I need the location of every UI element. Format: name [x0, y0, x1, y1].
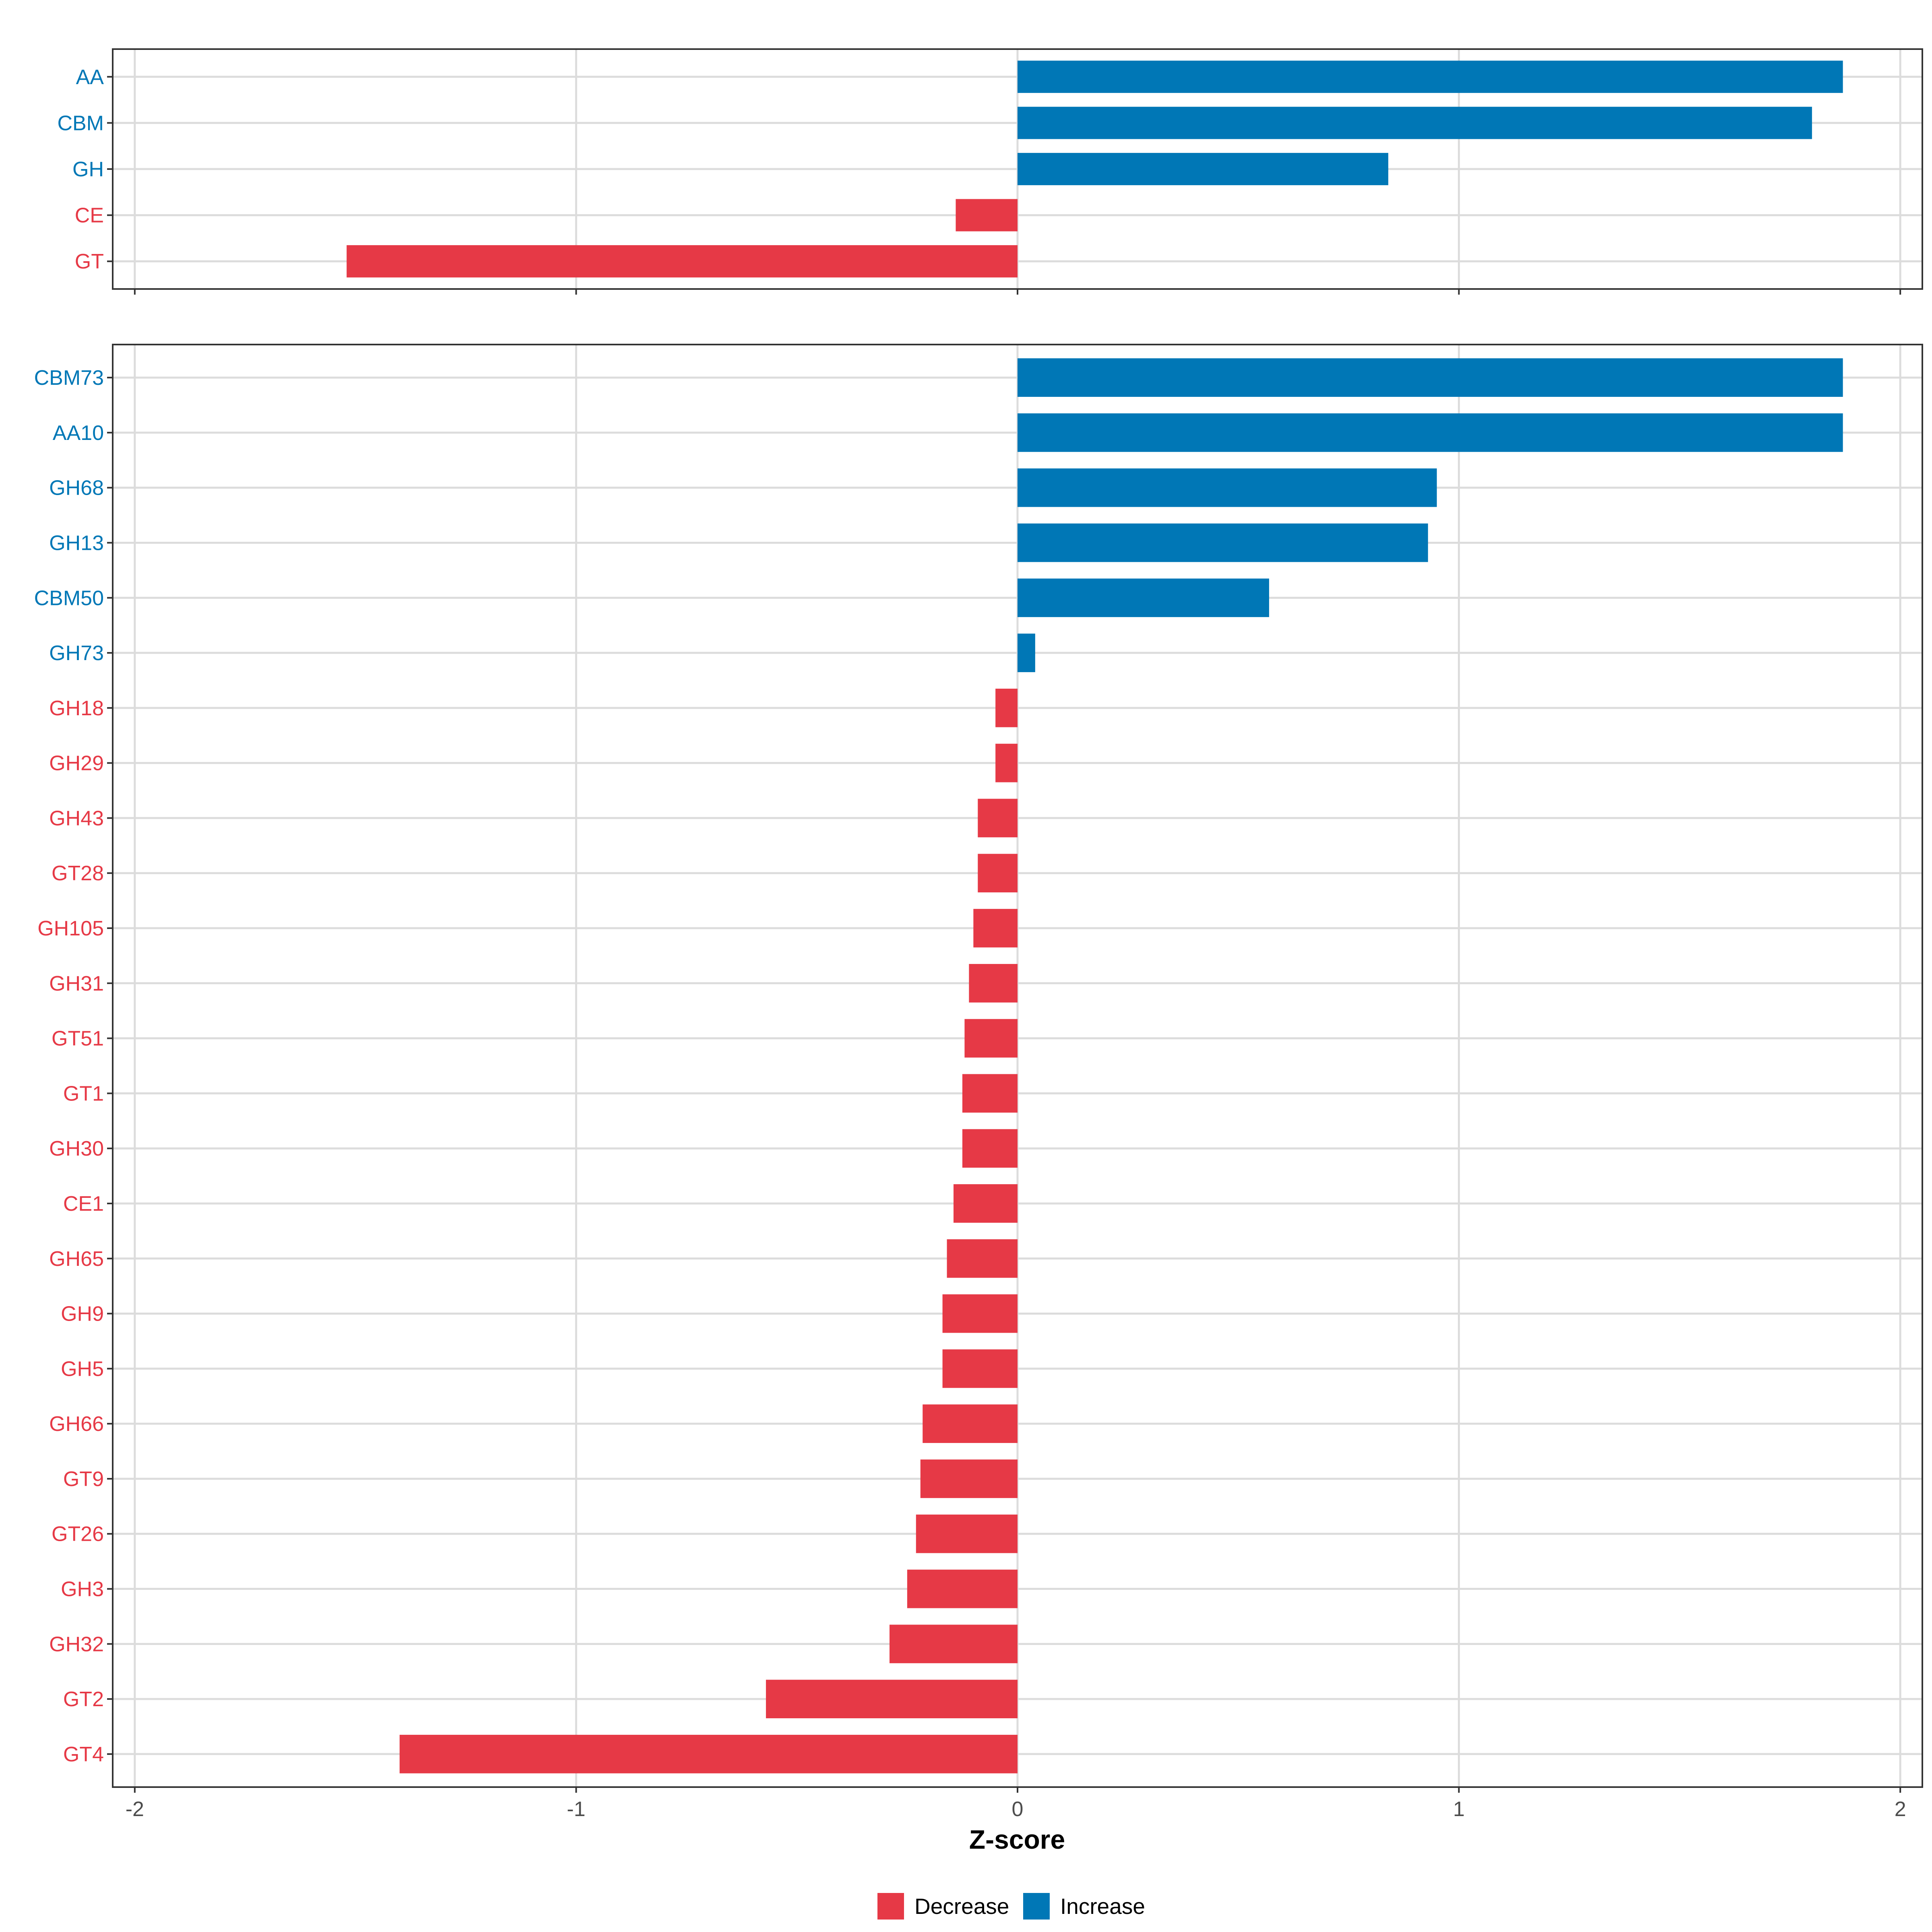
panel-border	[112, 48, 1923, 290]
bar-CBM73	[1018, 358, 1843, 397]
bar-GH9	[942, 1294, 1018, 1333]
category-label-GH43: GH43	[49, 807, 104, 830]
category-label-GH105: GH105	[37, 917, 104, 940]
category-label-AA: AA	[76, 66, 104, 89]
bar-CBM50	[1018, 578, 1269, 617]
bar-GH5	[942, 1349, 1018, 1388]
category-label-GH31: GH31	[49, 972, 104, 995]
bar-GH31	[969, 964, 1018, 1003]
category-label-CBM73: CBM73	[34, 366, 104, 390]
bar-GT	[347, 245, 1018, 278]
category-label-GH29: GH29	[49, 752, 104, 775]
category-label-GH18: GH18	[49, 697, 104, 720]
category-label-GH30: GH30	[49, 1137, 104, 1160]
category-label-GH73: GH73	[49, 642, 104, 665]
bar-GH66	[923, 1404, 1018, 1443]
category-label-GH9: GH9	[61, 1302, 104, 1326]
bar-GH29	[995, 743, 1018, 782]
legend: Decrease Increase	[877, 1893, 1145, 1920]
bar-GH13	[1018, 523, 1428, 562]
bar-GT28	[978, 854, 1018, 893]
bar-GH68	[1018, 468, 1437, 507]
bar-GH	[1018, 153, 1389, 186]
legend-key-increase	[1023, 1893, 1050, 1920]
bar-CE	[956, 199, 1018, 231]
category-label-AA10: AA10	[53, 421, 104, 445]
x-tick-label: 0	[1012, 1798, 1024, 1821]
bar-GH43	[978, 799, 1018, 838]
category-label-GH: GH	[72, 158, 104, 181]
legend-label-increase: Increase	[1060, 1894, 1145, 1919]
bar-AA10	[1018, 413, 1843, 452]
category-label-GH66: GH66	[49, 1412, 104, 1436]
panel-border	[112, 344, 1923, 1788]
category-label-CBM50: CBM50	[34, 586, 104, 610]
x-tick-label: 2	[1895, 1798, 1906, 1821]
bar-GH18	[995, 688, 1018, 727]
category-label-GH13: GH13	[49, 531, 104, 555]
bar-GH3	[907, 1569, 1018, 1608]
category-label-GH5: GH5	[61, 1357, 104, 1381]
bar-GH32	[889, 1624, 1018, 1664]
category-label-GT51: GT51	[52, 1027, 104, 1051]
bar-GT26	[916, 1514, 1018, 1553]
panel-families: CBM73 AA10 GH68 GH13 CBM50 GH73 GH18 GH29 GH43 GT…	[34, 344, 1923, 1793]
category-label-CE1: CE1	[63, 1192, 104, 1216]
x-tick-label: -2	[126, 1798, 144, 1821]
bar-GH73	[1018, 634, 1035, 672]
category-label-GT1: GT1	[63, 1082, 104, 1105]
category-label-GH32: GH32	[49, 1633, 104, 1656]
bar-GH105	[973, 909, 1018, 947]
panel-classes: AA CBM GH CE GT	[57, 48, 1923, 295]
bar-GT4	[399, 1735, 1018, 1773]
bar-GH30	[962, 1129, 1018, 1168]
category-label-GH3: GH3	[61, 1578, 104, 1601]
x-tick-label: 1	[1453, 1798, 1465, 1821]
category-label-CE: CE	[75, 204, 104, 227]
bar-CBM	[1018, 107, 1812, 139]
category-label-GT: GT	[75, 250, 104, 273]
category-label-CBM: CBM	[57, 111, 104, 135]
category-label-GH68: GH68	[49, 477, 104, 500]
bar-CE1	[953, 1184, 1018, 1223]
bar-GT9	[920, 1459, 1018, 1498]
legend-key-decrease	[877, 1893, 904, 1920]
legend-label-decrease: Decrease	[914, 1894, 1009, 1919]
category-label-GT26: GT26	[52, 1523, 104, 1546]
bar-GH65	[947, 1239, 1018, 1278]
bar-GT1	[962, 1074, 1018, 1113]
category-label-GH65: GH65	[49, 1247, 104, 1271]
bar-GT2	[766, 1680, 1018, 1719]
x-tick-label: -1	[567, 1798, 585, 1821]
x-axis-title: Z-score	[969, 1825, 1065, 1854]
category-label-GT2: GT2	[63, 1688, 104, 1711]
category-label-GT9: GT9	[63, 1468, 104, 1491]
category-label-GT4: GT4	[63, 1743, 104, 1766]
category-label-GT28: GT28	[52, 862, 104, 885]
bar-GT51	[964, 1019, 1018, 1058]
bar-AA	[1018, 60, 1843, 93]
